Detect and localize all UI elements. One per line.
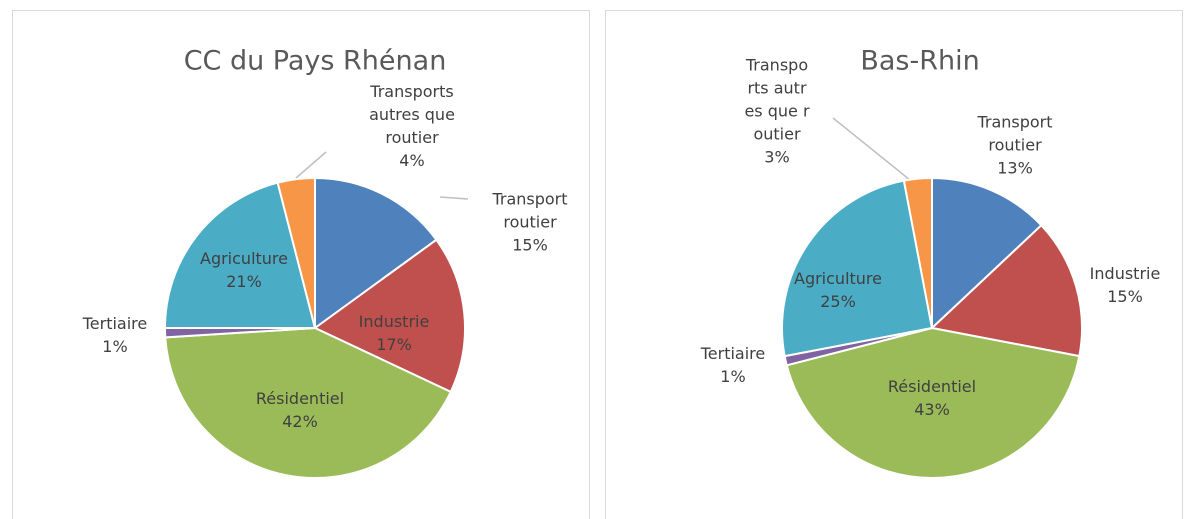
category-label: Transports autres que routier [744,55,810,144]
pie-slice [902,176,933,329]
value-label: 42% [282,412,318,431]
slice-label: Transport routier 13% [955,111,1075,180]
slice-label: Transports autres que routier 3% [744,54,810,169]
pie-slice [785,326,1081,479]
leader-line [295,151,327,179]
value-label: 21% [226,272,262,291]
chart-title: CC du Pays Rhénan [184,46,447,77]
category-label: Agriculture [200,249,288,268]
category-label: Industrie [1089,264,1161,283]
category-label: Résidentiel [255,389,345,408]
value-label: 1% [102,337,128,356]
value-label: 4% [399,151,425,170]
slice-label: Agriculture 21% [179,247,309,293]
category-label: Transport routier [492,189,568,232]
slice-label: Transports autres que routier 4% [352,80,472,172]
slice-label: Industrie 15% [1070,262,1180,308]
slice-label: Tertiaire 1% [60,312,170,358]
pie-slice [931,176,1043,331]
pie-slice [314,176,438,330]
category-label: Transport routier [977,112,1053,155]
value-label: 13% [997,158,1033,178]
slice-label: Tertiaire 1% [678,342,788,388]
category-label: Transports autres que routier [369,82,455,147]
pie-slice [164,326,453,479]
pie-slice [313,238,466,394]
slice-label: Transport routier 15% [475,188,585,257]
slice-label: Agriculture 25% [773,267,903,313]
leader-line [439,196,469,200]
value-label: 1% [720,367,746,386]
pie-slice [929,223,1083,358]
category-label: Agriculture [794,269,882,288]
pie-slice [163,181,317,329]
chart-frame [605,10,1183,519]
value-label: 15% [1107,287,1143,306]
category-label: Résidentiel [887,377,977,396]
slice-label: Industrie 17% [339,310,449,356]
pie-slice [781,179,934,358]
chart-frame [12,10,590,519]
category-label: Industrie [358,312,430,331]
pie-slice [276,176,316,329]
slice-label: Résidentiel 43% [862,375,1002,421]
leader-line [832,117,911,181]
value-label: 15% [512,235,548,255]
value-label: 17% [376,335,412,354]
category-label: Tertiaire [82,314,148,333]
value-label: 25% [820,292,856,311]
value-label: 3% [764,147,790,167]
slice-label: Résidentiel 42% [230,387,370,433]
chart-title: Bas-Rhin [860,46,979,77]
category-label: Tertiaire [700,344,766,363]
value-label: 43% [914,400,950,419]
